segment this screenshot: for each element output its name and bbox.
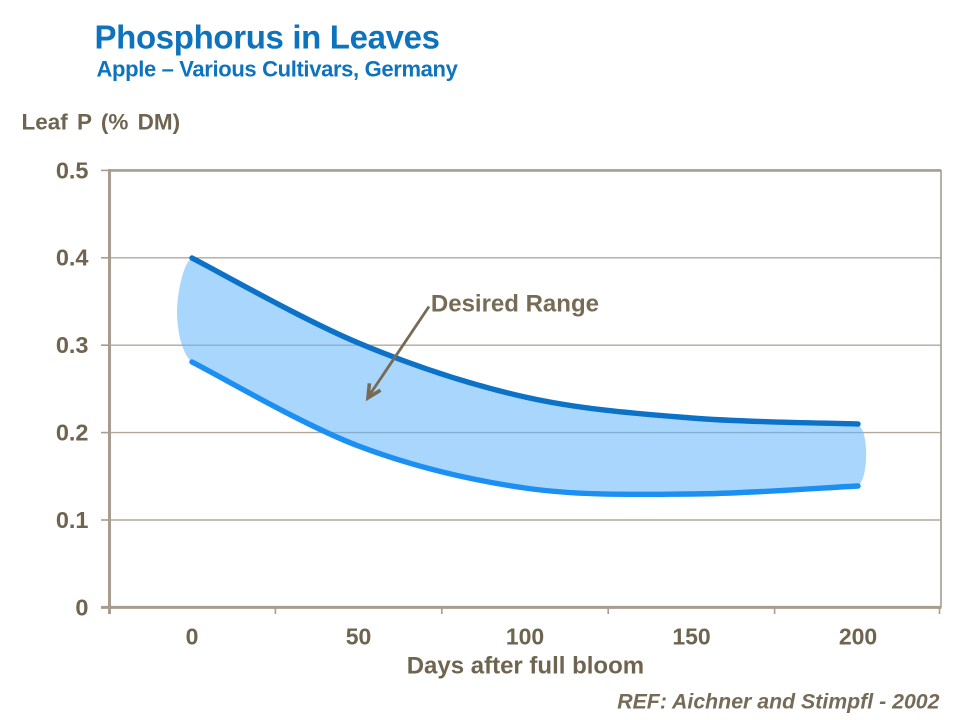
svg-text:0.2: 0.2 — [56, 420, 89, 446]
svg-text:REF: Aichner and Stimpfl - 200: REF: Aichner and Stimpfl - 2002 — [617, 690, 939, 714]
svg-text:100: 100 — [506, 624, 544, 650]
svg-text:0.4: 0.4 — [56, 245, 89, 271]
svg-text:50: 50 — [346, 624, 372, 650]
svg-text:0.3: 0.3 — [56, 332, 89, 358]
svg-text:0.5: 0.5 — [56, 157, 89, 183]
svg-text:0: 0 — [75, 594, 88, 620]
svg-text:0: 0 — [186, 624, 199, 650]
svg-text:Phosphorus in Leaves: Phosphorus in Leaves — [95, 19, 440, 56]
svg-text:Leaf P (% DM): Leaf P (% DM) — [22, 109, 181, 134]
svg-text:150: 150 — [672, 624, 710, 650]
svg-text:0.1: 0.1 — [56, 507, 89, 533]
svg-text:Days after full bloom: Days after full bloom — [407, 653, 644, 680]
svg-text:200: 200 — [839, 624, 877, 650]
svg-text:Desired Range: Desired Range — [431, 291, 599, 318]
svg-text:Apple – Various Cultivars, Ger: Apple – Various Cultivars, Germany — [97, 57, 459, 82]
